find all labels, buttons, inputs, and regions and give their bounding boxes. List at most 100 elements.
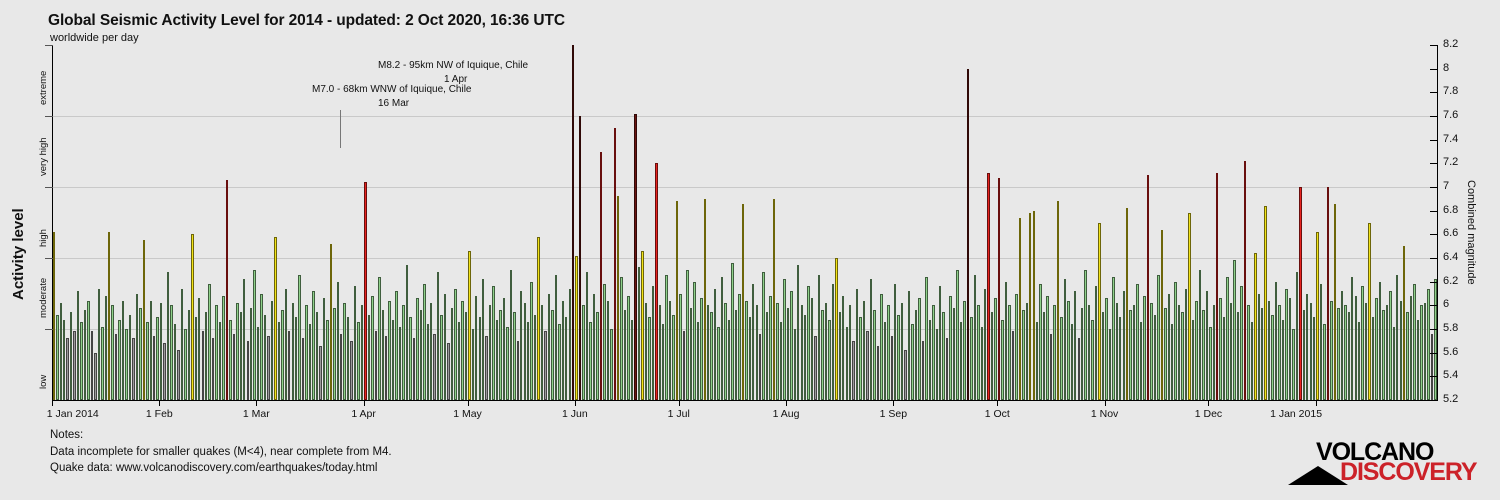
bar	[1340, 291, 1344, 400]
bar	[1274, 281, 1278, 400]
gridline	[52, 187, 1437, 188]
bar	[1250, 321, 1254, 400]
bar	[139, 307, 142, 400]
bar	[90, 331, 94, 400]
bar	[578, 116, 582, 400]
bar	[1063, 279, 1067, 400]
bar	[360, 305, 364, 400]
bar	[831, 284, 835, 400]
bar	[201, 331, 204, 400]
bar	[700, 298, 703, 400]
bar	[1351, 276, 1354, 400]
y-axis-left-tick	[45, 45, 53, 46]
bar	[405, 265, 409, 400]
bar	[1333, 203, 1337, 400]
bar	[1146, 175, 1150, 400]
bar	[973, 274, 977, 400]
bar	[506, 326, 509, 400]
bar	[575, 255, 578, 400]
volcano-icon	[1288, 466, 1348, 485]
bar	[1067, 300, 1070, 400]
bar	[1098, 222, 1101, 400]
bar	[797, 265, 800, 400]
bar	[994, 298, 997, 400]
bar	[977, 305, 980, 400]
bar	[1164, 307, 1167, 400]
bar	[1084, 269, 1087, 400]
bar	[260, 293, 263, 400]
y-axis-right-tick-label: 6.8	[1443, 203, 1459, 216]
bar	[388, 300, 391, 400]
bar	[156, 317, 159, 400]
bar	[724, 302, 727, 400]
bar	[1236, 312, 1240, 400]
bar	[326, 319, 329, 400]
bar	[1209, 326, 1212, 400]
bar	[921, 340, 925, 400]
y-axis-right-tick-label: 5.4	[1443, 369, 1459, 382]
bar	[762, 272, 765, 400]
bar	[807, 286, 810, 400]
bar	[294, 317, 298, 400]
y-axis-left-category: low	[38, 374, 49, 389]
bar	[634, 113, 637, 400]
bar	[495, 319, 499, 400]
bar	[1025, 302, 1028, 400]
bar-series	[52, 45, 1437, 400]
bar	[1177, 305, 1181, 400]
y-axis-right-tick	[1430, 187, 1438, 188]
x-axis-tick-label: 1 Jan 2014	[46, 408, 99, 420]
bar	[198, 298, 201, 400]
bar	[312, 291, 315, 400]
bar	[1378, 281, 1382, 400]
y-axis-right-tick-label: 6.4	[1443, 251, 1459, 263]
bar	[135, 293, 139, 400]
bar	[1281, 319, 1285, 400]
bar	[1295, 272, 1299, 400]
bar	[1354, 295, 1357, 400]
bar	[1257, 293, 1260, 400]
bar	[852, 340, 855, 400]
bar	[848, 305, 852, 400]
bar	[108, 231, 111, 400]
bar	[672, 314, 675, 400]
bar	[1188, 213, 1191, 400]
bar	[305, 305, 308, 400]
y-axis-left-category: very high	[38, 136, 49, 176]
bar	[1191, 319, 1195, 400]
bar	[526, 321, 530, 400]
bar	[620, 276, 623, 400]
bar	[111, 305, 114, 400]
bar	[703, 198, 706, 400]
bar	[838, 312, 842, 400]
bar	[817, 274, 821, 400]
bar	[374, 331, 378, 400]
bar	[229, 319, 232, 400]
bar	[693, 281, 696, 400]
bar	[1004, 281, 1008, 400]
bar	[1119, 317, 1122, 400]
bar	[675, 201, 679, 400]
chart-subtitle: worldwide per day	[50, 32, 139, 44]
bar	[603, 284, 606, 400]
bar	[336, 281, 339, 400]
bar	[786, 307, 790, 400]
bar	[457, 321, 461, 400]
bar	[966, 68, 970, 400]
bar	[1087, 305, 1091, 400]
bar	[866, 331, 869, 400]
bar	[180, 288, 184, 400]
bar	[1420, 305, 1423, 400]
bar	[887, 305, 890, 400]
y-axis-right-tick-label: 7.4	[1443, 132, 1459, 145]
y-axis-right-tick	[1430, 376, 1438, 378]
bar	[454, 288, 457, 400]
gridline	[52, 329, 1437, 330]
bar	[1205, 291, 1209, 400]
bar	[447, 343, 450, 400]
bar	[395, 291, 398, 400]
notes-line-2: Quake data: www.volcanodiscovery.com/ear…	[50, 462, 378, 474]
bar	[402, 305, 405, 400]
bar	[149, 300, 152, 400]
